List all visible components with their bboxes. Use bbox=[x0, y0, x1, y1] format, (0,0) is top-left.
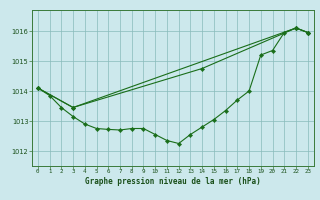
X-axis label: Graphe pression niveau de la mer (hPa): Graphe pression niveau de la mer (hPa) bbox=[85, 177, 261, 186]
